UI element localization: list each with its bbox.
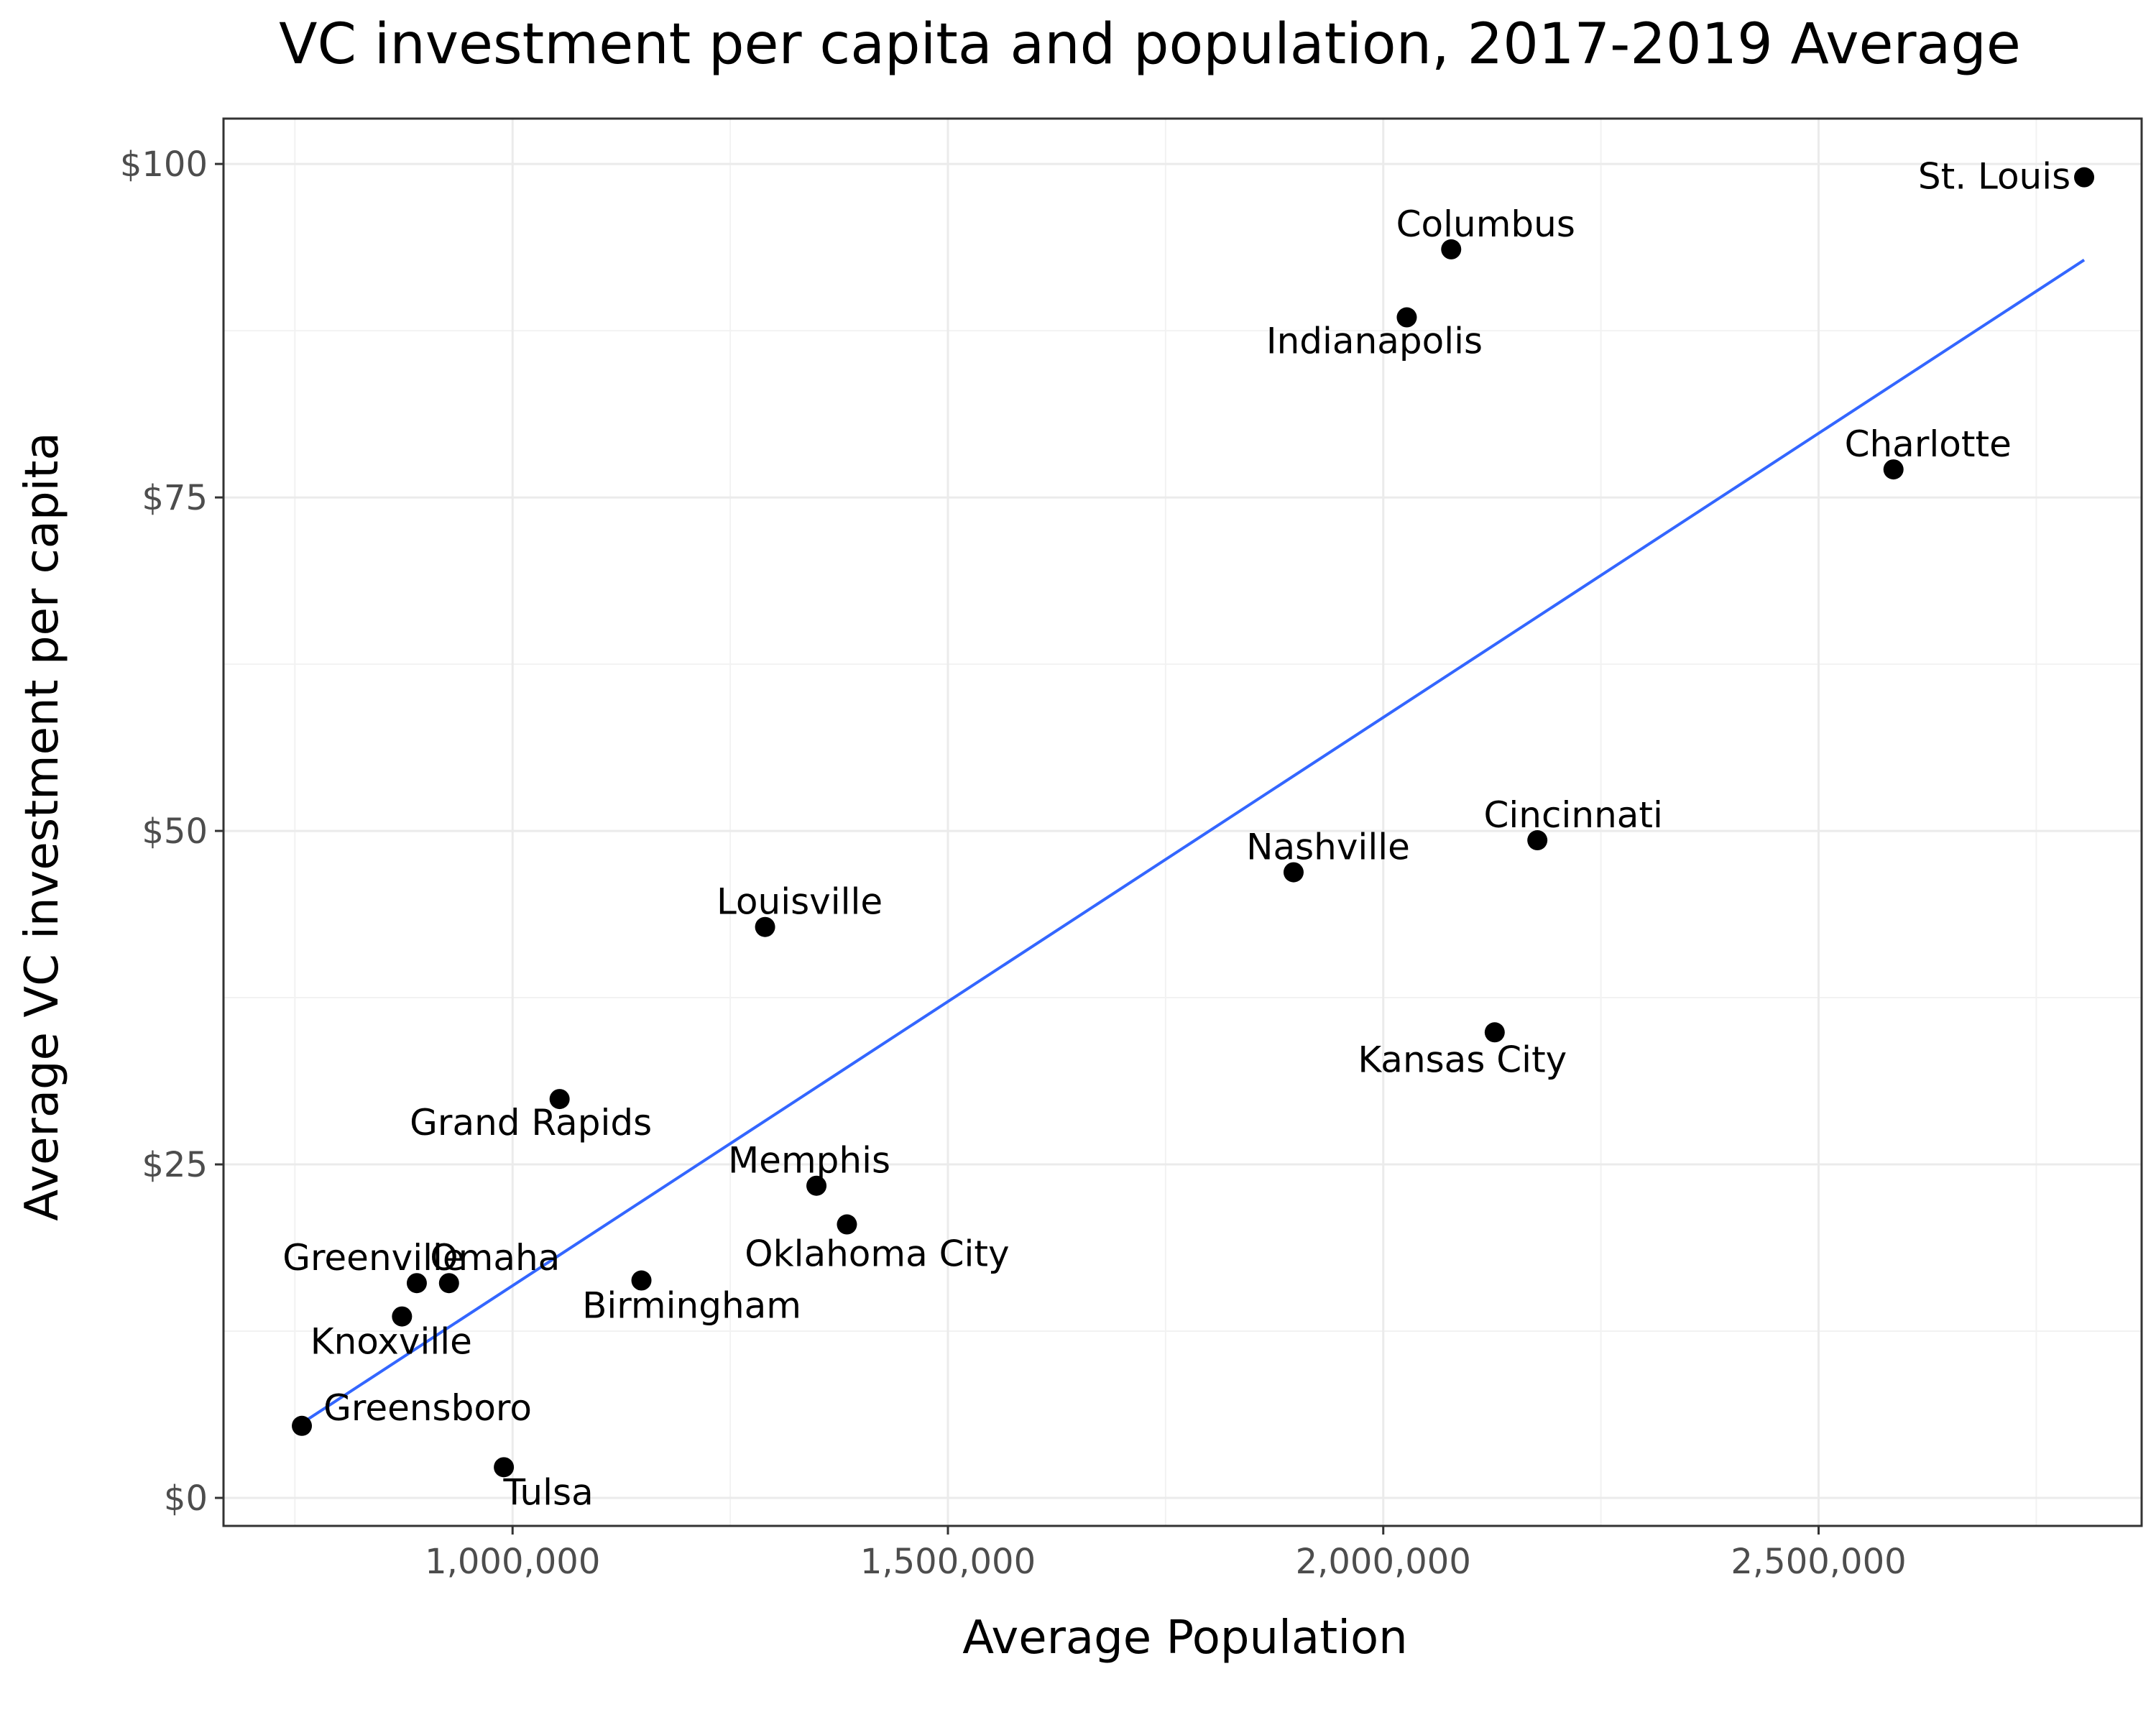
point-label: Birmingham <box>582 1285 801 1327</box>
y-tick-label: $50 <box>142 811 208 852</box>
point-label: Indianapolis <box>1266 321 1483 362</box>
data-point <box>1527 830 1548 851</box>
point-label: Cincinnati <box>1484 794 1663 836</box>
y-tick-label: $25 <box>142 1145 208 1185</box>
point-label: Grand Rapids <box>410 1102 652 1144</box>
data-point <box>438 1273 459 1294</box>
data-point <box>755 916 775 937</box>
data-point <box>2074 167 2095 188</box>
panel-border <box>222 117 2143 1527</box>
trend-line <box>300 259 2086 1425</box>
data-point <box>1883 459 1904 480</box>
data-point <box>1484 1022 1505 1043</box>
point-label: Nashville <box>1246 827 1410 868</box>
data-point <box>494 1457 515 1478</box>
point-label: Louisville <box>717 881 883 923</box>
data-point <box>406 1273 427 1294</box>
y-tick-label: $0 <box>164 1478 208 1519</box>
x-tick-label: 1,500,000 <box>860 1542 1036 1582</box>
data-point <box>806 1175 827 1196</box>
data-point <box>1283 862 1304 883</box>
x-tick-label: 2,500,000 <box>1731 1542 1906 1582</box>
point-label: Kansas City <box>1358 1039 1567 1080</box>
data-point <box>392 1306 413 1327</box>
data-point <box>549 1089 570 1110</box>
point-label: Tulsa <box>502 1471 593 1513</box>
x-axis-title: Average Population <box>962 1611 1407 1665</box>
data-point <box>1396 307 1417 328</box>
point-label: Columbus <box>1396 203 1575 245</box>
x-tick-label: 2,000,000 <box>1296 1542 1471 1582</box>
x-tick-label: 1,000,000 <box>425 1542 600 1582</box>
y-axis-title: Average VC investment per capita <box>16 432 69 1221</box>
data-point <box>837 1214 857 1235</box>
data-point <box>631 1270 652 1291</box>
y-tick-label: $75 <box>142 478 208 518</box>
point-label: Oklahoma City <box>745 1233 1009 1275</box>
chart-title: VC investment per capita and population,… <box>279 12 2021 77</box>
point-label: St. Louis <box>1918 156 2070 198</box>
data-point <box>1441 239 1462 259</box>
point-label: Knoxville <box>310 1321 472 1363</box>
point-label: Greenville <box>282 1237 464 1279</box>
plot-panel: St. Louis Columbus Indianapolis Charlotte Ci… <box>120 117 2143 1582</box>
point-label: Charlotte <box>1845 423 2012 465</box>
point-label: Omaha <box>430 1237 560 1279</box>
y-tick-label: $100 <box>120 144 208 185</box>
point-label: Memphis <box>728 1140 890 1182</box>
data-point <box>292 1415 313 1436</box>
point-label: Greensboro <box>323 1387 532 1429</box>
